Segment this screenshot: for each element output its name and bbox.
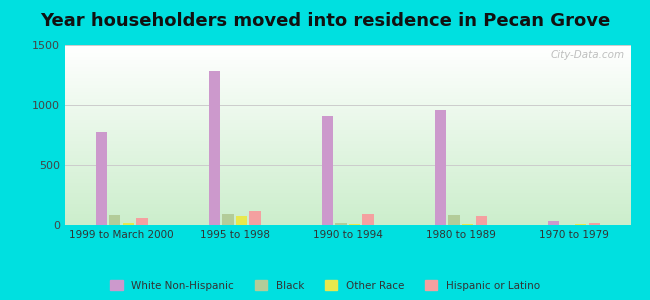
Bar bbox=[349, 224, 360, 225]
Bar bbox=[236, 216, 247, 225]
Bar bbox=[448, 215, 460, 225]
Bar bbox=[222, 214, 233, 225]
Text: City-Data.com: City-Data.com bbox=[551, 50, 625, 60]
Bar bbox=[575, 224, 586, 225]
Text: Year householders moved into residence in Pecan Grove: Year householders moved into residence i… bbox=[40, 12, 610, 30]
Bar bbox=[250, 211, 261, 225]
Bar bbox=[96, 132, 107, 225]
Bar bbox=[335, 223, 346, 225]
Bar bbox=[123, 223, 134, 225]
Bar bbox=[589, 223, 600, 225]
Bar bbox=[363, 214, 374, 225]
Bar bbox=[136, 218, 148, 225]
Bar bbox=[209, 71, 220, 225]
Bar bbox=[462, 224, 473, 225]
Legend: White Non-Hispanic, Black, Other Race, Hispanic or Latino: White Non-Hispanic, Black, Other Race, H… bbox=[106, 276, 544, 295]
Bar bbox=[109, 215, 120, 225]
Bar bbox=[476, 216, 487, 225]
Bar bbox=[548, 221, 559, 225]
Bar bbox=[435, 110, 446, 225]
Bar bbox=[322, 116, 333, 225]
